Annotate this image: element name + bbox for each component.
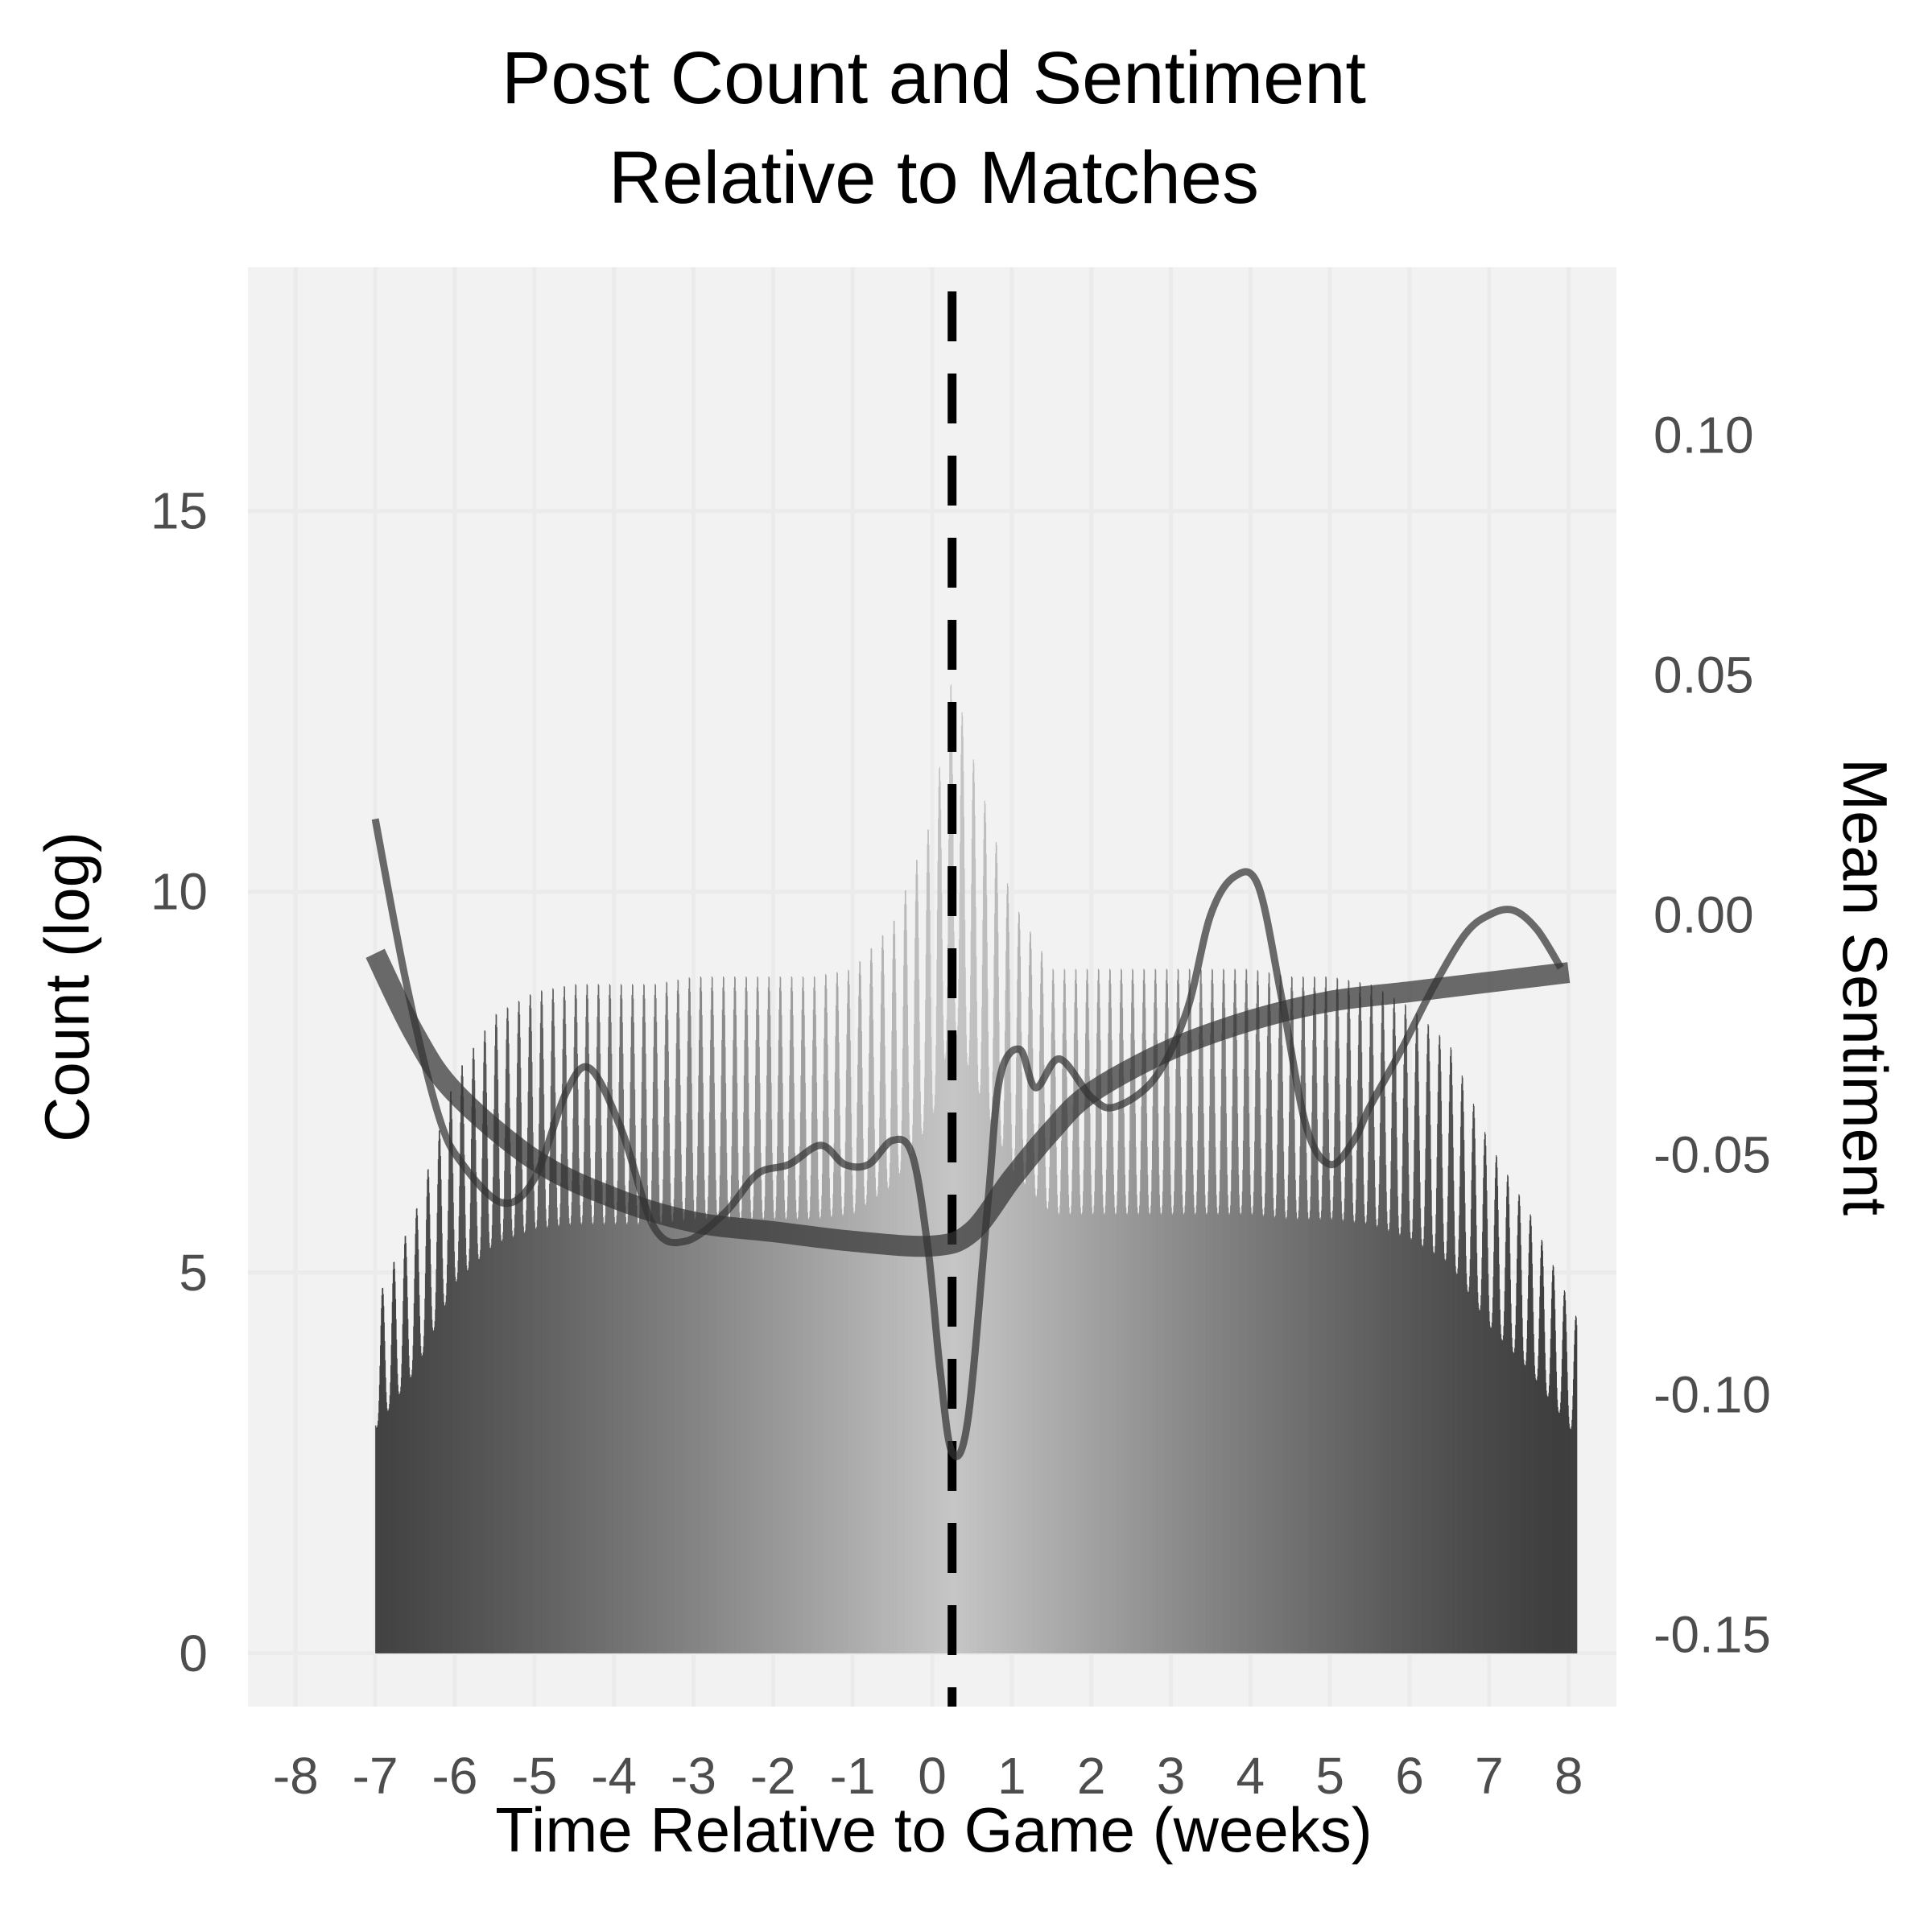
y2-tick-label: 0.05	[1653, 646, 1754, 704]
x-axis-ticks: -8 -7 -6 -5 -4 -3 -2 -1 0 1 2 3 4 5 6 7 8	[273, 1747, 1583, 1805]
y-tick-label: 15	[151, 482, 208, 540]
x-tick-label: 6	[1395, 1747, 1424, 1805]
y2-axis-ticks: -0.15 -0.10 -0.05 0.00 0.05 0.10	[1653, 407, 1771, 1664]
x-axis-title: Time Relative to Game (weeks)	[495, 1794, 1372, 1865]
x-tick-label: 8	[1554, 1747, 1583, 1805]
y2-tick-label: -0.15	[1653, 1606, 1771, 1664]
x-tick-label: -3	[671, 1747, 716, 1805]
x-tick-label: -4	[591, 1747, 637, 1805]
x-tick-label: -7	[353, 1747, 398, 1805]
x-tick-label: 7	[1475, 1747, 1504, 1805]
sentiment-line-path	[371, 818, 1564, 1460]
chart-title-line-1: Post Count and Sentiment	[502, 37, 1366, 119]
x-tick-label: 3	[1157, 1747, 1186, 1805]
sentiment-line	[371, 818, 1564, 1460]
x-tick-label: -6	[432, 1747, 478, 1805]
y2-tick-label: 0.00	[1653, 886, 1754, 944]
y2-axis-title: Mean Sentiment	[1830, 758, 1901, 1216]
count-bar	[1576, 1325, 1578, 1653]
y-tick-label: 5	[179, 1244, 208, 1302]
sentiment-trend-path	[365, 948, 1571, 1257]
x-tick-label: 1	[997, 1747, 1026, 1805]
y2-tick-label: 0.10	[1653, 407, 1754, 464]
y-tick-label: 0	[179, 1624, 208, 1682]
x-tick-label: 0	[918, 1747, 947, 1805]
x-tick-label: -2	[750, 1747, 796, 1805]
x-tick-label: -5	[511, 1747, 557, 1805]
y-axis-ticks: 0 5 10 15	[151, 482, 208, 1682]
x-tick-label: -8	[273, 1747, 319, 1805]
y2-tick-label: -0.10	[1653, 1366, 1771, 1424]
x-tick-label: 4	[1236, 1747, 1265, 1805]
y2-tick-label: -0.05	[1653, 1126, 1771, 1184]
x-tick-label: 5	[1315, 1747, 1344, 1805]
y-axis-title: Count (log)	[31, 832, 102, 1142]
x-tick-label: -1	[830, 1747, 876, 1805]
sentiment-trend	[365, 948, 1571, 1257]
chart-title-line-2: Relative to Matches	[609, 137, 1259, 219]
x-tick-label: 2	[1077, 1747, 1106, 1805]
y-tick-label: 10	[151, 863, 208, 921]
